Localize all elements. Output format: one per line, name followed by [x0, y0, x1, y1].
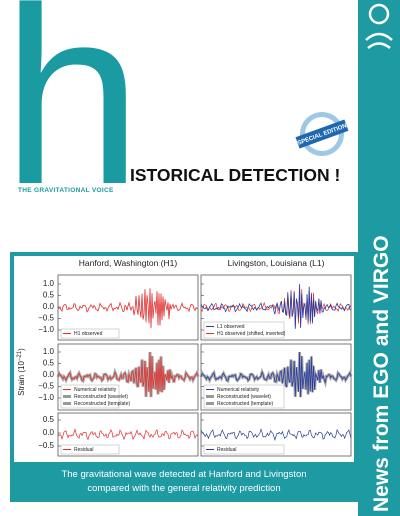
panel-axes — [200, 412, 352, 457]
y-tick-label: −1.0 — [38, 325, 54, 334]
legend-label: Numerical relativity — [74, 387, 117, 393]
legend-box — [60, 444, 120, 455]
waveform — [57, 428, 199, 441]
y-tick-label: 0.5 — [43, 291, 55, 300]
y-tick-label: 0.5 — [43, 359, 55, 368]
legend-box — [60, 328, 120, 339]
waveform — [200, 351, 352, 398]
legend-box — [60, 384, 120, 409]
legend-box — [203, 321, 285, 339]
y-axis-label: Strain (10−21) — [17, 348, 26, 396]
badge-ribbon — [295, 119, 349, 149]
legend-box — [203, 384, 285, 409]
y-tick-label: 0.0 — [43, 370, 55, 379]
figure-plot-area — [14, 256, 354, 462]
y-tick-label: −0.5 — [38, 314, 54, 323]
legend-label: Residual — [217, 447, 236, 453]
badge: SPECIAL EDITION — [295, 112, 349, 156]
waveform — [200, 283, 352, 329]
panel-title: Hanford, Washington (H1) — [79, 258, 178, 268]
side-strip — [358, 0, 400, 516]
y-axis-label-end: ) — [17, 348, 26, 351]
y-tick-label: 1.0 — [43, 279, 55, 288]
legend-label: Reconstructed (template) — [217, 401, 273, 407]
y-tick-label: 0.5 — [43, 415, 55, 424]
y-tick-label: −1.0 — [38, 393, 54, 402]
headline: ISTORICAL DETECTION ! — [130, 165, 340, 185]
y-tick-label: 0.0 — [43, 428, 55, 437]
legend-label: H1 observed (shifted, inverted) — [217, 331, 286, 337]
legend-label: L1 observed — [217, 324, 245, 330]
waveform — [200, 428, 352, 442]
waveform — [57, 351, 199, 398]
panel-axes — [57, 412, 199, 457]
legend-label: Numerical relativity — [217, 387, 260, 393]
legend-label: Reconstructed (wavelet) — [74, 394, 128, 400]
y-tick-label: −0.5 — [38, 441, 54, 450]
y-axis-label-text: Strain (10 — [17, 361, 26, 396]
caption-line: compared with the general relativity pre… — [87, 483, 280, 494]
legend-label: H1 observed — [74, 331, 103, 337]
big-letter: h — [2, 0, 142, 237]
panel-axes — [200, 274, 352, 341]
y-tick-label: 1.0 — [43, 347, 55, 356]
side-title: News from EGO and VIRGO — [370, 235, 393, 512]
panel-title: Livingston, Louisiana (L1) — [228, 258, 325, 268]
tagline: THE GRAVITATIONAL VOICE — [18, 187, 114, 194]
legend-box — [203, 444, 285, 455]
legend-label: Residual — [74, 447, 93, 453]
y-axis-label-exponent: −21 — [17, 350, 23, 361]
logo — [365, 3, 393, 49]
caption-line: The gravitational wave detected at Hanfo… — [61, 469, 306, 480]
waveform — [57, 288, 199, 329]
legend-label: Reconstructed (template) — [74, 401, 130, 407]
legend-label: Reconstructed (wavelet) — [217, 394, 271, 400]
y-tick-label: −0.5 — [38, 382, 54, 391]
y-tick-label: 0.0 — [43, 302, 55, 311]
